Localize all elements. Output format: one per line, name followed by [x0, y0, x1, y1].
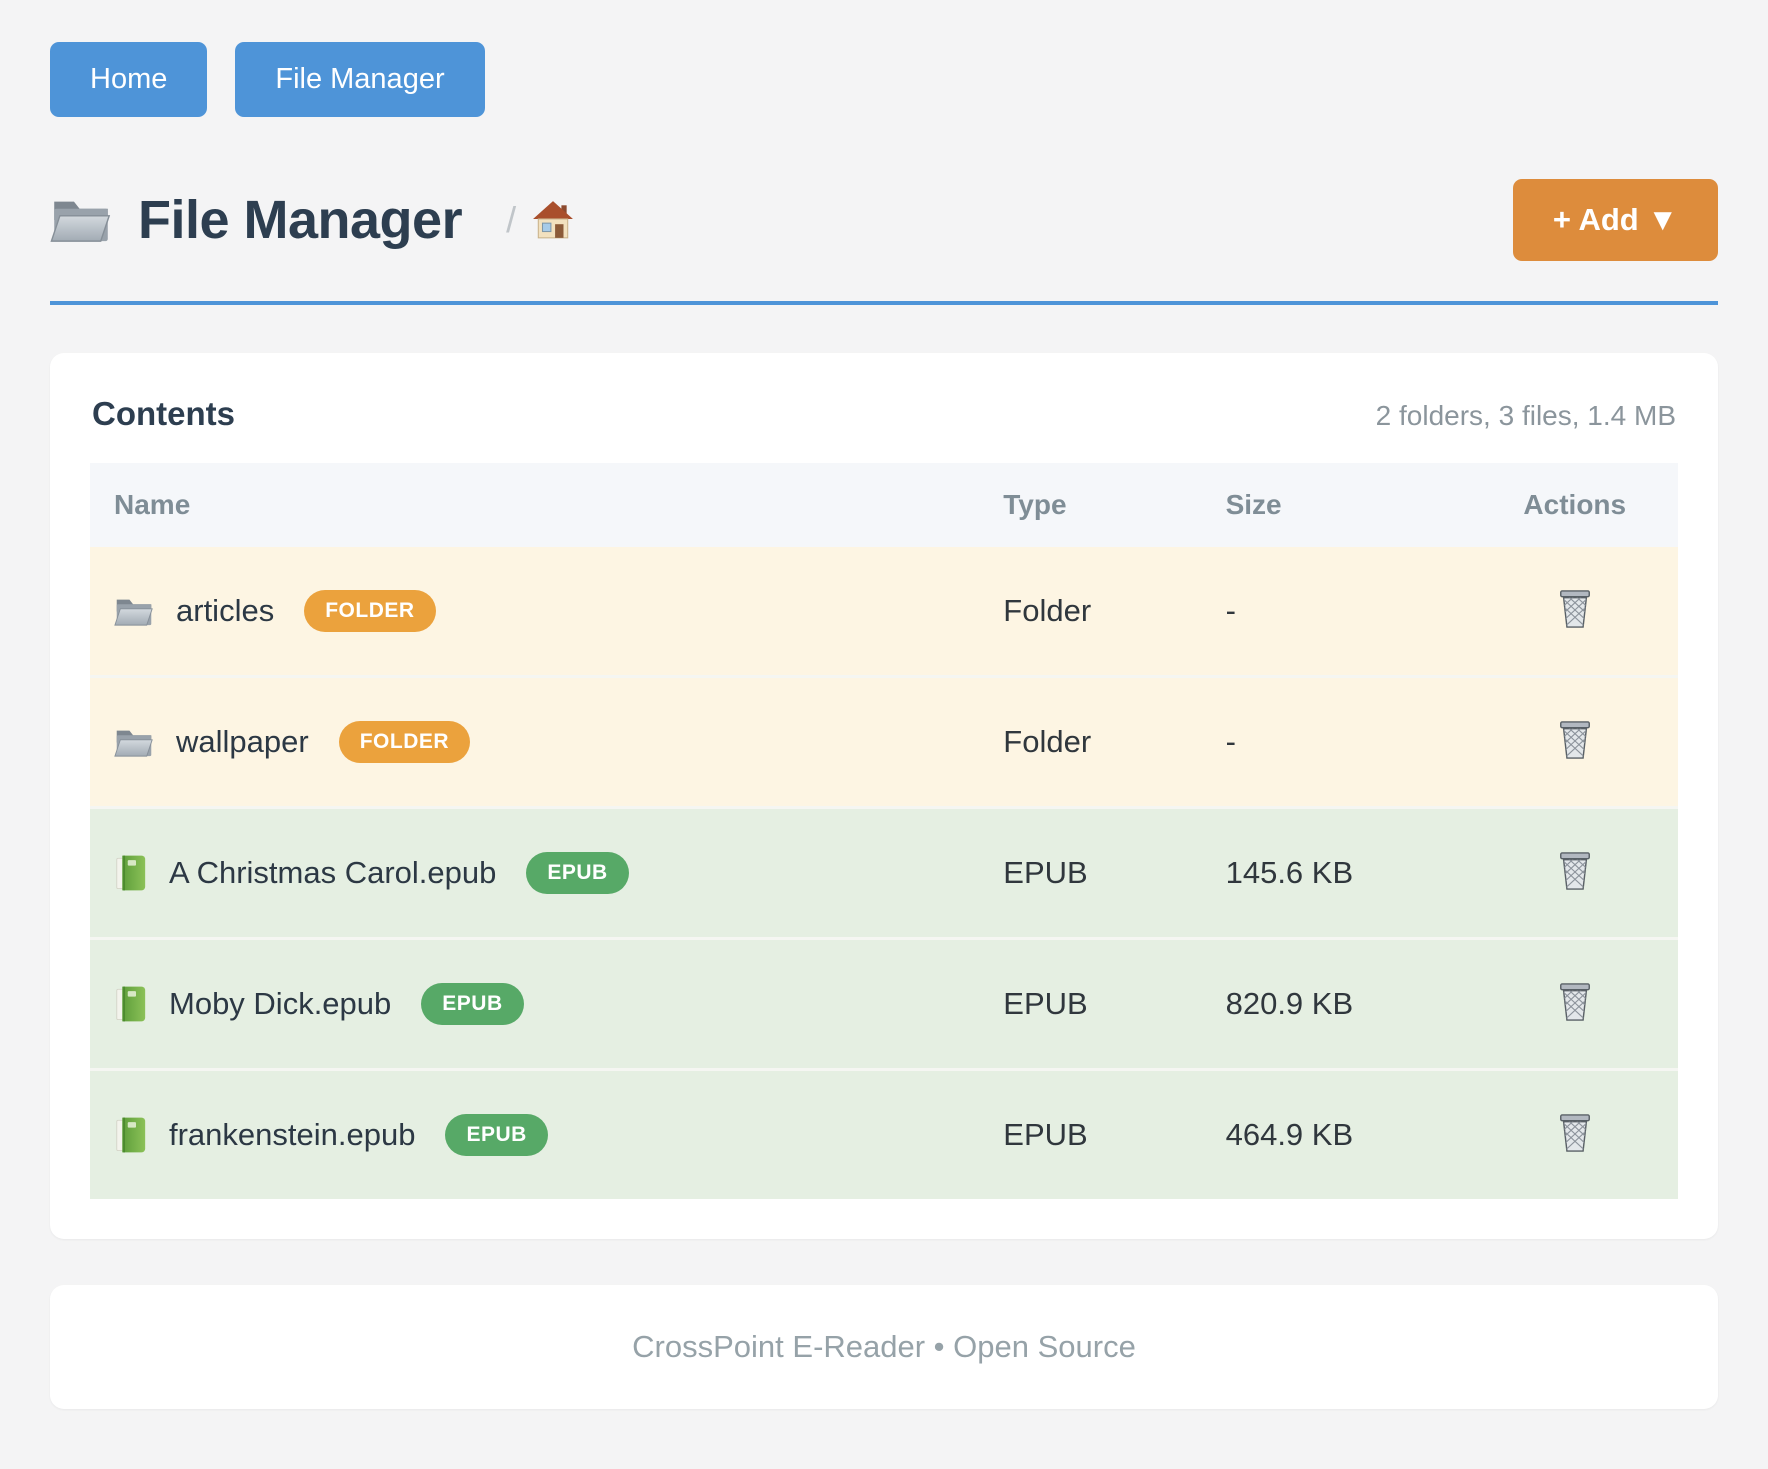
delete-button[interactable]: [1552, 977, 1598, 1027]
folder-icon: [114, 726, 154, 759]
page-header: File Manager / + Add ▼: [50, 179, 1718, 305]
file-name-link[interactable]: frankenstein.epub: [169, 1117, 416, 1152]
footer-card: CrossPoint E-Reader • Open Source: [50, 1285, 1718, 1409]
folder-icon: [50, 194, 112, 246]
top-nav: Home File Manager: [50, 42, 1718, 117]
contents-heading: Contents: [92, 395, 235, 432]
nav-home-button[interactable]: Home: [50, 42, 208, 117]
size-cell: 145.6 KB: [1201, 806, 1472, 939]
breadcrumb-separator: /: [506, 199, 517, 240]
type-cell: EPUB: [979, 1068, 1202, 1199]
table-row: A Christmas Carol.epub EPUB EPUB 145.6 K…: [90, 806, 1678, 939]
nav-file-manager-button[interactable]: File Manager: [235, 42, 485, 117]
size-cell: 464.9 KB: [1201, 1068, 1472, 1199]
page-title: File Manager: [138, 190, 463, 250]
table-header-row: Name Type Size Actions: [90, 463, 1678, 547]
breadcrumb: /: [506, 199, 574, 241]
trash-icon: [1556, 719, 1594, 761]
size-cell: -: [1225, 593, 1236, 628]
trash-icon: [1556, 1112, 1594, 1154]
table-row: wallpaper FOLDER Folder -: [90, 675, 1678, 808]
file-name-link[interactable]: Moby Dick.epub: [169, 986, 392, 1021]
green-book-icon: [114, 984, 147, 1024]
type-badge: FOLDER: [338, 721, 471, 763]
trash-icon: [1556, 588, 1594, 630]
type-badge: EPUB: [526, 852, 629, 894]
contents-summary: 2 folders, 3 files, 1.4 MB: [1375, 400, 1676, 431]
type-cell: EPUB: [979, 937, 1202, 1070]
delete-button[interactable]: [1552, 846, 1598, 896]
type-cell: EPUB: [979, 806, 1202, 939]
contents-card: Contents 2 folders, 3 files, 1.4 MB Name…: [50, 353, 1718, 1239]
column-header-name: Name: [90, 463, 980, 547]
footer-text: CrossPoint E-Reader • Open Source: [632, 1329, 1136, 1364]
column-header-type: Type: [979, 463, 1202, 547]
size-cell: 820.9 KB: [1201, 937, 1472, 1070]
folder-icon: [114, 595, 154, 628]
type-badge: FOLDER: [304, 590, 436, 632]
type-cell: Folder: [979, 675, 1202, 808]
add-button[interactable]: + Add ▼: [1512, 179, 1718, 261]
table-row: articles FOLDER Folder -: [90, 547, 1678, 677]
home-icon[interactable]: [532, 199, 574, 241]
type-badge: EPUB: [421, 983, 524, 1025]
type-badge: EPUB: [445, 1114, 548, 1156]
table-row: frankenstein.epub EPUB EPUB 464.9 KB: [90, 1068, 1678, 1199]
file-name-link[interactable]: wallpaper: [176, 724, 309, 759]
type-cell: Folder: [1003, 593, 1092, 628]
delete-button[interactable]: [1552, 715, 1598, 765]
table-body: articles FOLDER Folder - wallpaper: [90, 547, 1678, 1199]
file-name-link[interactable]: articles: [176, 593, 275, 628]
size-cell: -: [1201, 675, 1472, 808]
green-book-icon: [114, 1115, 147, 1155]
files-table: Name Type Size Actions articles FOLDER F…: [90, 463, 1678, 1199]
trash-icon: [1556, 981, 1594, 1023]
table-row: Moby Dick.epub EPUB EPUB 820.9 KB: [90, 937, 1678, 1070]
delete-button[interactable]: [1552, 584, 1598, 634]
green-book-icon: [114, 853, 147, 893]
column-header-actions: Actions: [1471, 463, 1678, 547]
trash-icon: [1556, 850, 1594, 892]
file-name-link[interactable]: A Christmas Carol.epub: [169, 855, 497, 890]
column-header-size: Size: [1201, 463, 1472, 547]
delete-button[interactable]: [1552, 1108, 1598, 1158]
